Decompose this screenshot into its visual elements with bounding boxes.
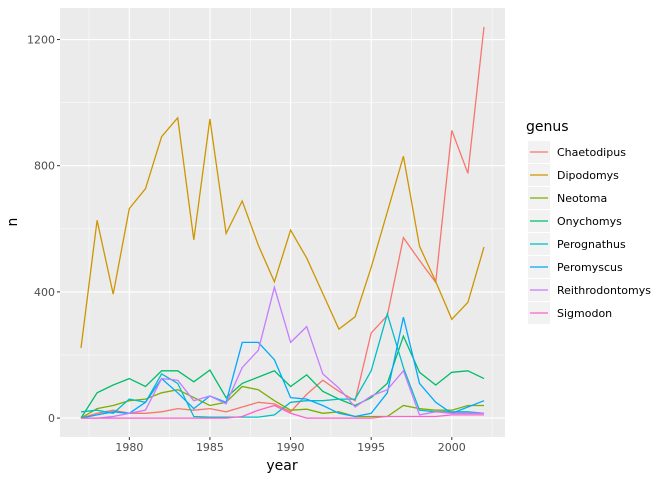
- legend-label: Sigmodon: [557, 307, 612, 320]
- legend-label: Peromyscus: [557, 261, 623, 274]
- y-tick-label: 400: [34, 286, 55, 299]
- legend-label: Chaetodipus: [557, 146, 626, 159]
- legend-label: Onychomys: [557, 215, 622, 228]
- series-line-dipodomys: [80, 116, 485, 349]
- x-tick-label: 1980: [115, 441, 143, 454]
- y-axis-label: n: [5, 218, 21, 227]
- x-axis-label: year: [266, 458, 297, 474]
- legend-label: Reithrodontomys: [557, 284, 651, 297]
- legend-label: Dipodomys: [557, 169, 619, 182]
- series-line-reithrodontomys: [81, 284, 484, 419]
- series-line-peromyscus: [80, 316, 485, 419]
- series-line-sigmodon: [81, 404, 484, 419]
- legend-title: genus: [526, 119, 569, 135]
- y-tick-label: 800: [34, 160, 55, 173]
- plot-panel: [60, 8, 505, 437]
- x-tick-label: 1985: [196, 441, 224, 454]
- x-tick-label: 1990: [277, 441, 305, 454]
- legend-label: Perognathus: [557, 238, 626, 251]
- y-tick-label: 0: [48, 412, 55, 425]
- legend-label: Neotoma: [557, 192, 607, 205]
- x-tick-label: 2000: [438, 441, 466, 454]
- x-tick-label: 1995: [357, 441, 385, 454]
- y-tick-label: 1200: [27, 34, 55, 47]
